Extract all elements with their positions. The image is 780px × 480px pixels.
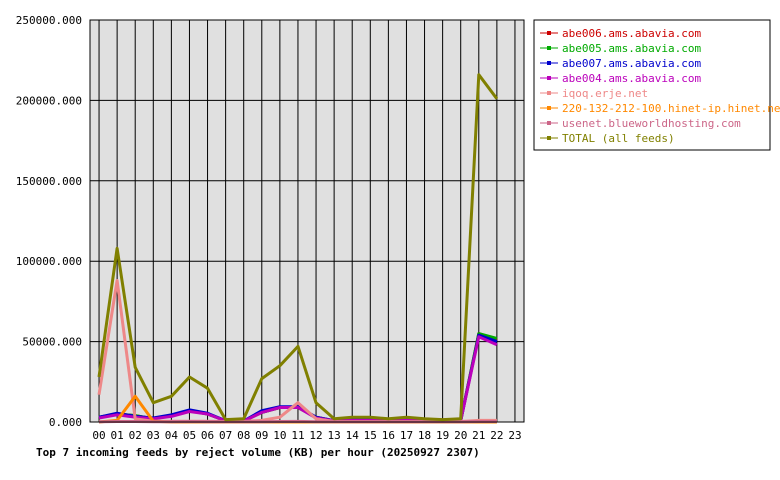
legend-marker bbox=[547, 76, 551, 80]
x-tick-label: 23 bbox=[508, 429, 521, 442]
legend-label: 220-132-212-100.hinet-ip.hinet.net bbox=[562, 102, 780, 115]
x-tick-label: 22 bbox=[490, 429, 503, 442]
x-tick-label: 19 bbox=[436, 429, 449, 442]
x-tick-label: 11 bbox=[291, 429, 304, 442]
x-tick-label: 04 bbox=[165, 429, 179, 442]
legend-label: abe007.ams.abavia.com bbox=[562, 57, 701, 70]
legend-marker bbox=[547, 136, 551, 140]
x-tick-label: 08 bbox=[237, 429, 250, 442]
legend-box bbox=[533, 19, 771, 151]
x-tick-label: 16 bbox=[382, 429, 395, 442]
legend-label: TOTAL (all feeds) bbox=[562, 132, 675, 145]
y-axis-tick-labels: 0.000 50000.000 100000.000 150000.000 200000… bbox=[16, 14, 82, 429]
legend-label: abe004.ams.abavia.com bbox=[562, 72, 701, 85]
legend-label: usenet.blueworldhosting.com bbox=[562, 117, 741, 130]
x-tick-label: 10 bbox=[273, 429, 286, 442]
x-tick-label: 17 bbox=[400, 429, 413, 442]
legend-label: iqoq.erje.net bbox=[562, 87, 648, 100]
legend-items: abe006.ams.abavia.com abe005.ams.abavia.c… bbox=[540, 27, 780, 145]
grid-lines bbox=[90, 20, 524, 422]
x-tick-label: 12 bbox=[309, 429, 322, 442]
x-axis-tick-labels: 00 01 02 03 04 05 06 07 08 09 10 11 12 13 14 15 16 17 18 19… bbox=[92, 429, 521, 442]
x-tick-label: 13 bbox=[328, 429, 341, 442]
legend-marker bbox=[547, 46, 551, 50]
legend-marker bbox=[547, 106, 551, 110]
x-tick-label: 15 bbox=[364, 429, 377, 442]
legend-marker bbox=[547, 91, 551, 95]
x-tick-label: 02 bbox=[129, 429, 142, 442]
x-tick-label: 14 bbox=[346, 429, 360, 442]
legend-marker bbox=[547, 31, 551, 35]
series-line bbox=[97, 73, 499, 422]
x-tick-label: 05 bbox=[183, 429, 196, 442]
y-tick-label: 200000.000 bbox=[16, 94, 82, 107]
x-tick-label: 20 bbox=[454, 429, 467, 442]
legend-marker bbox=[547, 61, 551, 65]
y-tick-label: 0.000 bbox=[49, 416, 82, 429]
chart-title: Top 7 incoming feeds by reject volume (K… bbox=[36, 446, 480, 459]
plot-area bbox=[89, 19, 525, 423]
legend-label: abe006.ams.abavia.com bbox=[562, 27, 701, 40]
x-tick-label: 06 bbox=[201, 429, 214, 442]
x-tick-label: 07 bbox=[219, 429, 232, 442]
x-tick-label: 21 bbox=[472, 429, 485, 442]
plot-border bbox=[89, 19, 525, 423]
y-tick-label: 250000.000 bbox=[16, 14, 82, 27]
legend: abe006.ams.abavia.com abe005.ams.abavia.c… bbox=[533, 19, 780, 151]
legend-marker bbox=[547, 121, 551, 125]
y-tick-label: 100000.000 bbox=[16, 255, 82, 268]
y-tick-label: 150000.000 bbox=[16, 175, 82, 188]
x-tick-label: 03 bbox=[147, 429, 160, 442]
x-tick-label: 18 bbox=[418, 429, 431, 442]
x-tick-label: 09 bbox=[255, 429, 268, 442]
x-tick-label: 00 bbox=[92, 429, 105, 442]
x-tick-label: 01 bbox=[111, 429, 124, 442]
y-tick-label: 50000.000 bbox=[22, 336, 82, 349]
legend-label: abe005.ams.abavia.com bbox=[562, 42, 701, 55]
